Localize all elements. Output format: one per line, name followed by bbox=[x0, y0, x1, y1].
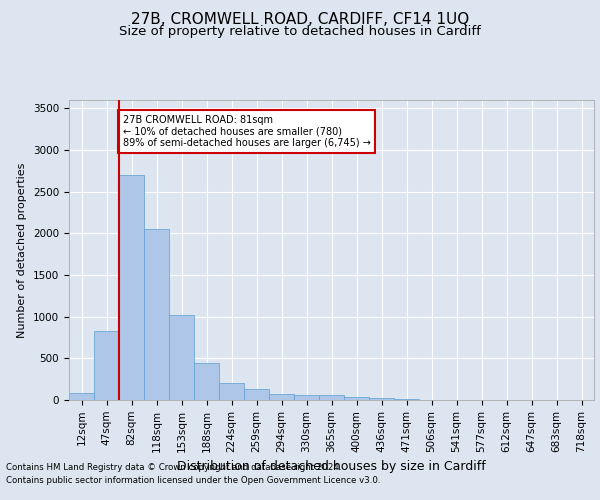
Bar bbox=[94, 331, 119, 400]
Text: 27B CROMWELL ROAD: 81sqm
← 10% of detached houses are smaller (780)
89% of semi-: 27B CROMWELL ROAD: 81sqm ← 10% of detach… bbox=[123, 115, 371, 148]
Bar bbox=[69, 394, 94, 400]
Bar bbox=[119, 175, 144, 400]
Bar bbox=[394, 399, 419, 400]
Bar bbox=[294, 395, 319, 400]
Bar bbox=[194, 362, 219, 400]
Bar bbox=[344, 396, 369, 400]
Bar bbox=[144, 229, 169, 400]
Bar bbox=[269, 394, 294, 400]
Y-axis label: Number of detached properties: Number of detached properties bbox=[17, 162, 28, 338]
Text: Contains HM Land Registry data © Crown copyright and database right 2024.: Contains HM Land Registry data © Crown c… bbox=[6, 462, 341, 471]
X-axis label: Distribution of detached houses by size in Cardiff: Distribution of detached houses by size … bbox=[177, 460, 486, 473]
Text: Size of property relative to detached houses in Cardiff: Size of property relative to detached ho… bbox=[119, 25, 481, 38]
Bar bbox=[319, 396, 344, 400]
Bar bbox=[244, 389, 269, 400]
Bar bbox=[369, 398, 394, 400]
Bar bbox=[169, 315, 194, 400]
Bar bbox=[219, 384, 244, 400]
Text: 27B, CROMWELL ROAD, CARDIFF, CF14 1UQ: 27B, CROMWELL ROAD, CARDIFF, CF14 1UQ bbox=[131, 12, 469, 28]
Text: Contains public sector information licensed under the Open Government Licence v3: Contains public sector information licen… bbox=[6, 476, 380, 485]
